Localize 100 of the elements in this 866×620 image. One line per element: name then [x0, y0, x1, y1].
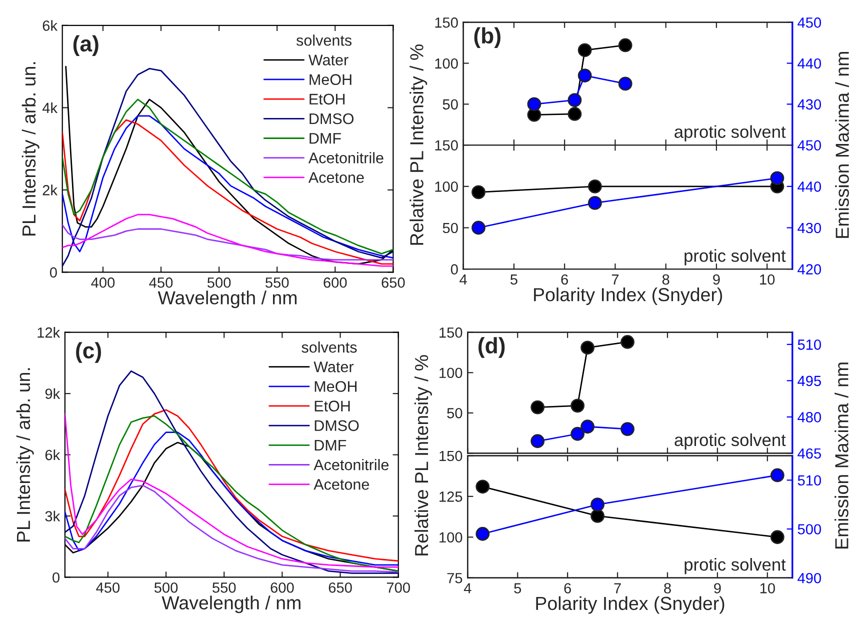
legend-label: DMSO — [310, 113, 354, 124]
y-tick-label: 100 — [435, 182, 458, 192]
annotation: (b) — [474, 27, 500, 48]
annotation: (d) — [478, 337, 505, 358]
y2-tick-label: 450 — [798, 140, 822, 151]
y-tick-label: 50 — [447, 408, 462, 418]
annotation: protic solvent — [684, 249, 786, 266]
legend-label: Acetone — [314, 479, 370, 490]
x-tick-label: 450 — [149, 277, 173, 288]
legend-title: solvents — [302, 341, 357, 353]
x-tick-label: 550 — [266, 277, 289, 288]
y-tick-label: 3k — [45, 510, 60, 522]
x-tick-label: 650 — [328, 582, 352, 593]
legend-label: MeOH — [310, 74, 352, 85]
y-tick-label: 6k — [45, 449, 60, 460]
y-tick-label: 50 — [442, 222, 458, 234]
x-tick-label: 7 — [612, 274, 619, 285]
y-tick-label: 0 — [50, 267, 57, 278]
point — [620, 422, 634, 436]
y-tick-label: 125 — [440, 492, 462, 502]
point — [578, 43, 592, 58]
point — [580, 340, 594, 355]
y2-tick-label: 440 — [798, 58, 822, 69]
y2-tick-label: 430 — [798, 222, 822, 234]
x-tick-label: 600 — [270, 582, 294, 593]
y-tick-label: 0 — [450, 264, 458, 275]
point — [530, 434, 545, 448]
legend-label: Acetone — [308, 172, 364, 183]
y2-tick-label: 495 — [798, 376, 821, 386]
point — [570, 398, 584, 413]
point — [476, 480, 490, 494]
x-tick-label: 4 — [464, 583, 472, 594]
point — [570, 426, 584, 441]
point — [770, 530, 784, 544]
point — [476, 526, 490, 541]
annotation: aprotic solvent — [674, 433, 786, 450]
legend-title: solvents — [296, 34, 352, 46]
point — [527, 97, 542, 112]
y2-tick-label: 465 — [798, 448, 821, 459]
x-tick-label: 550 — [212, 582, 236, 593]
point — [590, 498, 604, 512]
y-tick-label: 50 — [442, 99, 458, 110]
legend-label: MeOH — [314, 381, 357, 392]
legend-label: DMSO — [314, 420, 359, 432]
y-tick-label: 100 — [435, 58, 458, 69]
point — [620, 335, 634, 349]
legend-label: EtOH — [310, 94, 345, 105]
legend-label: Water — [314, 362, 354, 372]
y2-tick-label: 500 — [798, 524, 822, 534]
point — [580, 420, 594, 434]
x-tick-label: 6 — [561, 274, 568, 285]
x-tick-label: 5 — [510, 274, 518, 285]
point — [588, 196, 602, 210]
y2-axis-title: Emission Maxima / nm — [835, 52, 849, 238]
x-axis-title: Polarity Index (Snyder) — [536, 596, 724, 614]
y-tick-label: 150 — [435, 140, 458, 151]
x-tick-label: 10 — [760, 274, 775, 285]
x-tick-label: 700 — [386, 582, 410, 593]
y-tick-label: 6k — [42, 20, 58, 31]
x-tick-label: 10 — [760, 583, 775, 594]
point — [568, 107, 582, 121]
legend-label: EtOH — [314, 400, 350, 412]
x-tick-label: 400 — [91, 277, 115, 288]
legend-label: DMF — [310, 133, 341, 144]
annotation: protic solvent — [684, 558, 786, 574]
legend-label: Water — [308, 54, 348, 66]
y2-tick-label: 440 — [798, 182, 822, 192]
x-tick-label: 500 — [154, 582, 178, 593]
x-tick-label: 500 — [207, 277, 231, 288]
y-tick-label: 100 — [440, 532, 462, 543]
x-tick-label: 7 — [614, 583, 621, 594]
x-tick-label: 4 — [460, 274, 467, 285]
x-tick-label: 5 — [514, 583, 522, 594]
point — [618, 76, 632, 91]
x-tick-label: 8 — [664, 583, 671, 594]
line-series — [62, 224, 394, 261]
y-axis-title: Relative PL Intensity / % — [410, 44, 428, 245]
x-tick-label: 450 — [96, 582, 120, 593]
legend-label: Acetonitrile — [314, 459, 389, 470]
x-tick-label: 9 — [713, 274, 720, 285]
y-axis-title: PL Intensity / arb. un. — [22, 62, 40, 236]
y2-tick-label: 510 — [798, 340, 822, 350]
y-tick-label: 4k — [42, 102, 58, 113]
point — [770, 468, 784, 482]
annotation: (c) — [76, 342, 102, 363]
y-tick-label: 75 — [447, 573, 462, 584]
point — [472, 220, 486, 235]
y-tick-label: 9k — [45, 388, 60, 399]
y-tick-label: 0 — [52, 572, 60, 583]
legend-label: DMF — [314, 440, 346, 451]
y-tick-label: 2k — [42, 184, 58, 196]
annotation: aprotic solvent — [674, 125, 786, 142]
y2-tick-label: 450 — [798, 17, 822, 28]
point — [618, 38, 632, 52]
y-tick-label: 12k — [38, 327, 60, 338]
x-tick-label: 6 — [564, 583, 571, 594]
x-axis-title: Polarity Index (Snyder) — [534, 288, 722, 306]
legend-label: Acetonitrile — [308, 152, 384, 164]
y-tick-label: 150 — [435, 17, 458, 28]
point — [530, 400, 545, 414]
